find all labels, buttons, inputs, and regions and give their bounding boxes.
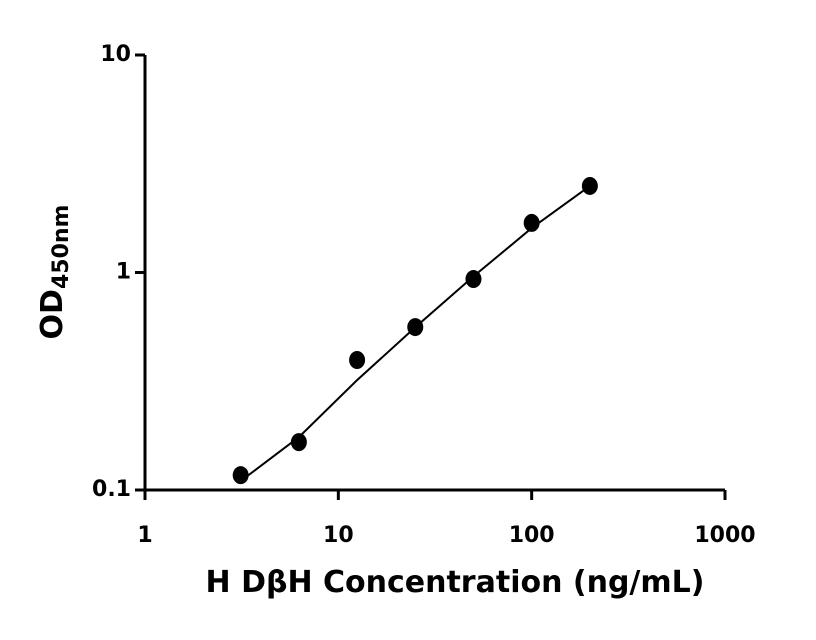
data-point: [465, 270, 482, 289]
y-tick-label: 0.1: [92, 477, 131, 502]
y-axis-label: OD450nm: [35, 205, 74, 340]
data-point: [232, 466, 249, 485]
x-tick-label: 1: [137, 523, 152, 548]
data-point: [581, 176, 598, 195]
y-axis-label-main: OD: [35, 289, 70, 339]
data-point: [349, 351, 366, 370]
x-tick-label: 10: [323, 523, 354, 548]
y-axis-label-subscript: 450nm: [49, 205, 74, 290]
x-tick-label: 100: [509, 523, 555, 548]
y-tick-label: 1: [116, 260, 131, 285]
y-tick-label: 10: [100, 42, 131, 67]
data-point: [290, 433, 307, 452]
data-point: [523, 213, 540, 232]
data-point: [407, 318, 424, 337]
x-tick-label: 1000: [694, 523, 755, 548]
x-axis-label: H DβH Concentration (ng/mL): [206, 565, 705, 600]
